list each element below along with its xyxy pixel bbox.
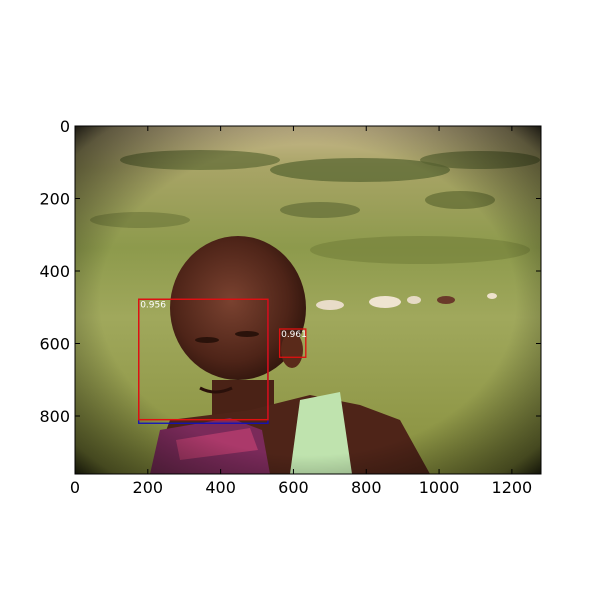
y-tick-label: 600 xyxy=(39,335,70,354)
x-tick-label: 200 xyxy=(133,478,164,497)
y-axis: 0 200 400 600 800 xyxy=(39,117,541,426)
detection-box-2 xyxy=(138,298,269,421)
x-tick-label: 400 xyxy=(205,478,236,497)
axes-frame xyxy=(74,125,542,475)
photo-image xyxy=(75,126,541,474)
detection-score-label: 0.956 xyxy=(140,300,166,310)
y-tick-label: 800 xyxy=(39,407,70,426)
x-tick-label: 1000 xyxy=(419,478,460,497)
x-tick-label: 600 xyxy=(278,478,309,497)
x-axis: 0 200 400 600 800 1000 1200 xyxy=(70,126,532,497)
y-tick-label: 0 xyxy=(60,117,70,136)
x-tick-label: 0 xyxy=(70,478,80,497)
x-tick-label: 800 xyxy=(351,478,382,497)
detection-box-3 xyxy=(278,328,307,358)
y-tick-label: 200 xyxy=(39,190,70,209)
detection-boxes: 0.956 0.961 xyxy=(138,298,307,424)
y-tick-label: 400 xyxy=(39,262,70,281)
x-tick-label: 1200 xyxy=(492,478,533,497)
detection-score-label: 0.961 xyxy=(281,330,307,340)
